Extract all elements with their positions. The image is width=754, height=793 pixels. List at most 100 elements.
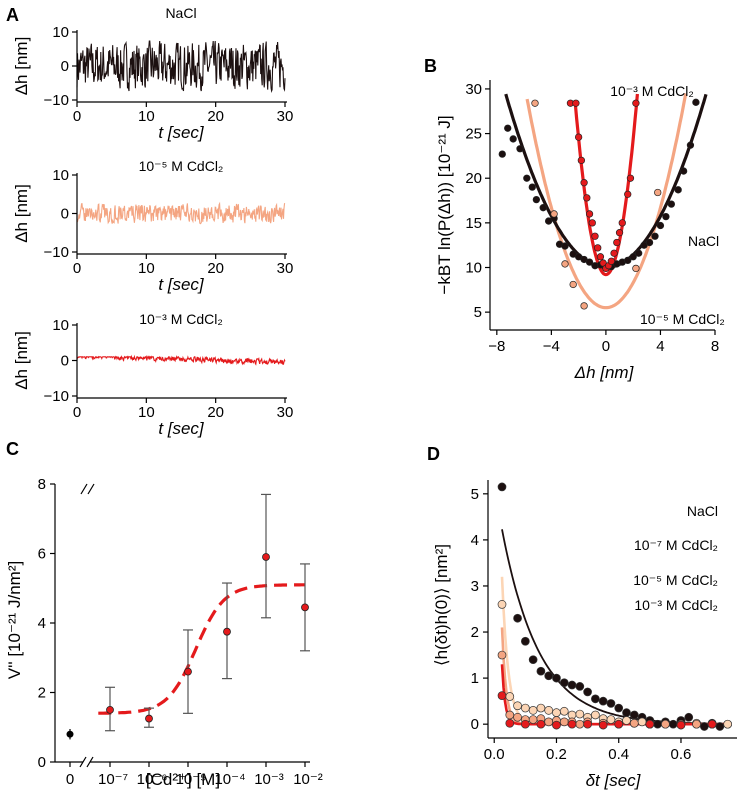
b-point-s2	[572, 99, 580, 107]
b-xlabel: Δh [nm]	[574, 363, 635, 382]
trace-0-title: NaCl	[165, 5, 196, 21]
d-point-s3	[598, 720, 608, 730]
d-point-s3	[567, 719, 577, 729]
d-point-s2	[505, 710, 515, 720]
b-point-s0	[645, 238, 654, 247]
b-point-s0	[498, 150, 506, 158]
b-point-s0	[629, 253, 637, 261]
trace-0-xlabel: t [sec]	[158, 123, 205, 142]
d-point-s1	[559, 706, 569, 716]
b-point-s2	[610, 249, 618, 257]
trace-0-xtick-label: 20	[207, 108, 224, 125]
b-point-s2	[591, 232, 599, 240]
b-xtick-label: −8	[488, 338, 505, 355]
trace-1-xtick-label: 0	[73, 260, 81, 277]
b-point-s1	[531, 99, 539, 107]
trace-2-xlabel: t [sec]	[158, 419, 205, 438]
d-point-s2	[544, 717, 554, 727]
b-point-s0	[561, 242, 569, 250]
panel-label-c: C	[6, 439, 19, 459]
b-point-s2	[594, 244, 602, 252]
d-point-s0	[606, 699, 616, 708]
trace-0-ytick-label: 10	[52, 24, 69, 41]
trace-2-xtick-label: 10	[138, 404, 155, 421]
c-xtick-label: 10⁻⁷	[98, 771, 128, 788]
d-ytick-label: 3	[471, 578, 479, 595]
c-axis-break-x	[79, 756, 94, 768]
d-point-s2	[559, 717, 569, 727]
d-point-s0	[552, 673, 561, 683]
c-ytick-label: 0	[38, 754, 46, 771]
c-xtick-label: 10⁻⁵	[176, 771, 207, 788]
panel-b-energy-landscape: 5 10 15 20 25 30 −8 −4 0 4 8 Δh [nm] −kBT ln(P(Δh)) …	[435, 80, 725, 382]
b-xtick-label: 4	[656, 338, 664, 355]
trace-2-line	[76, 354, 286, 366]
c-xtick-label: 10⁻⁶	[137, 771, 168, 788]
b-point-s2	[585, 210, 594, 218]
b-point-s2	[615, 229, 624, 237]
c-ytick-label: 6	[38, 546, 46, 563]
b-point-s0	[679, 167, 688, 175]
b-xtick-label: 8	[711, 338, 719, 355]
d-point-s2	[692, 719, 701, 729]
d-point-s0	[668, 719, 678, 729]
c-ytick-label: 2	[38, 685, 46, 702]
b-ylabel: −kBT ln(P(Δh)) [10⁻²¹ J]	[435, 115, 454, 294]
d-xlabel: δt [sec]	[586, 771, 642, 790]
c-data-point	[301, 603, 309, 612]
d-point-s3	[536, 719, 546, 729]
b-ytick-label: 5	[474, 304, 482, 321]
b-point-s2	[613, 238, 621, 247]
trace-2-ytick-label: 10	[52, 317, 69, 334]
d-point-s1	[536, 703, 546, 713]
d-ytick-label: 1	[471, 670, 479, 687]
d-point-s1	[622, 716, 631, 725]
d-point-s3	[552, 720, 561, 730]
d-point-s0	[567, 680, 577, 690]
b-point-s2	[580, 179, 588, 187]
d-point-s0	[559, 678, 569, 688]
b-point-s0	[509, 135, 517, 143]
d-legend-0: NaCl	[687, 503, 718, 519]
b-ytick-label: 15	[465, 215, 482, 232]
d-point-s0	[614, 703, 624, 713]
d-point-s1	[637, 717, 647, 727]
b-ytick-label: 10	[465, 260, 482, 277]
trace-0-ytick-label: 0	[61, 58, 69, 75]
d-ytick-label: 0	[471, 716, 479, 733]
d-point-s1	[575, 709, 585, 719]
c-xlabel: [Cd²⁺] [M]	[146, 770, 220, 789]
b-point-s2	[574, 133, 583, 141]
d-point-s0	[583, 687, 592, 697]
c-xtick-label: 10⁻⁴	[214, 771, 245, 788]
trace-1-xtick-label: 20	[207, 260, 224, 277]
b-point-s2	[624, 190, 632, 198]
b-point-s1	[654, 188, 662, 197]
b-point-s2	[626, 174, 635, 182]
d-point-s1	[520, 703, 530, 713]
b-point-s2	[577, 156, 586, 165]
b-point-s1	[561, 260, 569, 268]
d-point-s2	[575, 719, 585, 729]
d-point-s1	[528, 706, 538, 715]
c-xtick-label: 10⁻³	[254, 771, 284, 788]
trace-0-ytick-label: −10	[44, 92, 69, 109]
panel-c-dose-response: 0 2 4 6 8 0 10⁻⁷ 10⁻⁶ 10⁻⁵ 10⁻⁴ 10⁻³ 10⁻² [Cd²⁺] [M]…	[5, 476, 323, 789]
d-point-s2	[497, 650, 507, 660]
d-point-s1	[606, 715, 616, 724]
c-data-point	[184, 667, 192, 676]
trace-1-ytick-label: 10	[52, 167, 69, 184]
d-point-s0	[536, 666, 546, 676]
trace-0-xtick-label: 30	[277, 108, 294, 125]
b-point-s0	[528, 183, 536, 191]
d-point-s0	[591, 694, 600, 704]
trace-2-xtick-label: 20	[207, 404, 224, 421]
d-point-s0	[497, 482, 507, 492]
b-xtick-label: 0	[602, 338, 610, 355]
d-point-s0	[528, 655, 538, 665]
d-point-s3	[505, 718, 515, 728]
b-point-s2	[607, 257, 616, 265]
trace-1-line	[76, 201, 286, 225]
b-point-s0	[523, 174, 531, 182]
